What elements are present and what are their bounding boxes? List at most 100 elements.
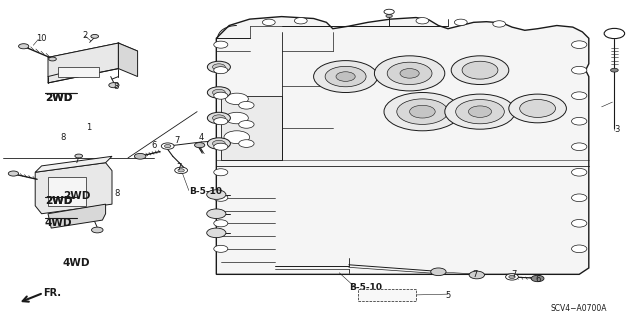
- Text: 4WD: 4WD: [63, 258, 90, 268]
- Circle shape: [214, 67, 228, 74]
- Circle shape: [374, 56, 445, 91]
- Circle shape: [207, 112, 230, 124]
- Circle shape: [386, 14, 392, 18]
- Circle shape: [387, 62, 432, 85]
- Text: ATM-2: ATM-2: [362, 293, 393, 302]
- Polygon shape: [48, 43, 138, 67]
- Circle shape: [214, 194, 228, 201]
- Circle shape: [572, 66, 587, 74]
- Circle shape: [207, 190, 226, 199]
- Text: 2WD: 2WD: [45, 93, 72, 102]
- Text: 1: 1: [86, 123, 91, 132]
- Polygon shape: [48, 204, 106, 228]
- Circle shape: [164, 145, 171, 148]
- Circle shape: [572, 117, 587, 125]
- Text: 2WD: 2WD: [45, 93, 72, 102]
- Text: B-5-10: B-5-10: [349, 283, 382, 292]
- Circle shape: [161, 143, 174, 149]
- Circle shape: [212, 140, 225, 147]
- Circle shape: [456, 100, 504, 124]
- Text: 10: 10: [36, 34, 47, 43]
- Circle shape: [611, 68, 618, 72]
- Text: 2: 2: [83, 31, 88, 40]
- Circle shape: [8, 171, 19, 176]
- Text: 7: 7: [177, 163, 182, 172]
- Polygon shape: [48, 43, 118, 83]
- Circle shape: [195, 143, 205, 148]
- Circle shape: [239, 140, 254, 147]
- Circle shape: [384, 9, 394, 14]
- Circle shape: [92, 227, 103, 233]
- Circle shape: [212, 89, 225, 96]
- Text: 8: 8: [115, 189, 120, 198]
- Circle shape: [462, 61, 498, 79]
- Text: 2WD: 2WD: [45, 196, 72, 206]
- Polygon shape: [216, 17, 589, 274]
- Circle shape: [207, 138, 230, 149]
- Circle shape: [212, 64, 225, 70]
- Text: 2WD: 2WD: [45, 196, 72, 206]
- Text: 4: 4: [199, 133, 204, 142]
- Circle shape: [604, 28, 625, 39]
- Circle shape: [493, 21, 506, 27]
- Circle shape: [520, 100, 556, 117]
- Text: 6: 6: [535, 275, 540, 284]
- Circle shape: [225, 112, 248, 124]
- Circle shape: [506, 274, 518, 280]
- Circle shape: [468, 106, 492, 117]
- Circle shape: [214, 92, 228, 99]
- Circle shape: [431, 268, 446, 276]
- Circle shape: [212, 115, 225, 121]
- Polygon shape: [35, 156, 112, 172]
- Circle shape: [224, 131, 250, 144]
- Circle shape: [75, 154, 83, 158]
- Circle shape: [207, 87, 230, 98]
- Circle shape: [509, 275, 515, 278]
- Circle shape: [572, 92, 587, 100]
- Circle shape: [225, 93, 248, 105]
- Circle shape: [214, 143, 228, 150]
- Circle shape: [445, 94, 515, 129]
- Bar: [48, 177, 86, 206]
- Circle shape: [397, 99, 448, 124]
- Circle shape: [214, 118, 228, 125]
- Circle shape: [416, 18, 429, 24]
- Text: B-5-10: B-5-10: [189, 187, 222, 196]
- Circle shape: [314, 61, 378, 93]
- Text: 8: 8: [113, 82, 118, 91]
- Circle shape: [572, 41, 587, 48]
- Text: 7: 7: [511, 271, 516, 279]
- Circle shape: [207, 209, 226, 219]
- Circle shape: [451, 56, 509, 85]
- Text: 5: 5: [445, 291, 451, 300]
- Circle shape: [239, 121, 254, 128]
- Circle shape: [91, 34, 99, 38]
- Circle shape: [109, 83, 119, 88]
- Circle shape: [572, 219, 587, 227]
- Circle shape: [572, 143, 587, 151]
- Bar: [358, 289, 416, 301]
- Circle shape: [531, 275, 544, 282]
- Circle shape: [572, 168, 587, 176]
- Circle shape: [384, 93, 461, 131]
- Circle shape: [239, 101, 254, 109]
- Circle shape: [410, 105, 435, 118]
- Text: SCV4−A0700A: SCV4−A0700A: [550, 304, 607, 313]
- Text: 7: 7: [175, 136, 180, 145]
- Circle shape: [134, 153, 146, 159]
- Circle shape: [214, 41, 228, 48]
- Text: 7: 7: [472, 271, 477, 279]
- Bar: [58, 67, 99, 77]
- Text: 3: 3: [614, 125, 620, 134]
- Circle shape: [400, 69, 419, 78]
- Circle shape: [294, 18, 307, 24]
- Text: 4WD: 4WD: [45, 218, 72, 227]
- Circle shape: [214, 245, 228, 252]
- Bar: [221, 96, 282, 160]
- Circle shape: [175, 167, 188, 174]
- Circle shape: [262, 19, 275, 26]
- Text: 8: 8: [60, 133, 65, 142]
- Circle shape: [19, 44, 29, 49]
- Circle shape: [207, 228, 226, 238]
- Text: 2WD: 2WD: [63, 191, 90, 201]
